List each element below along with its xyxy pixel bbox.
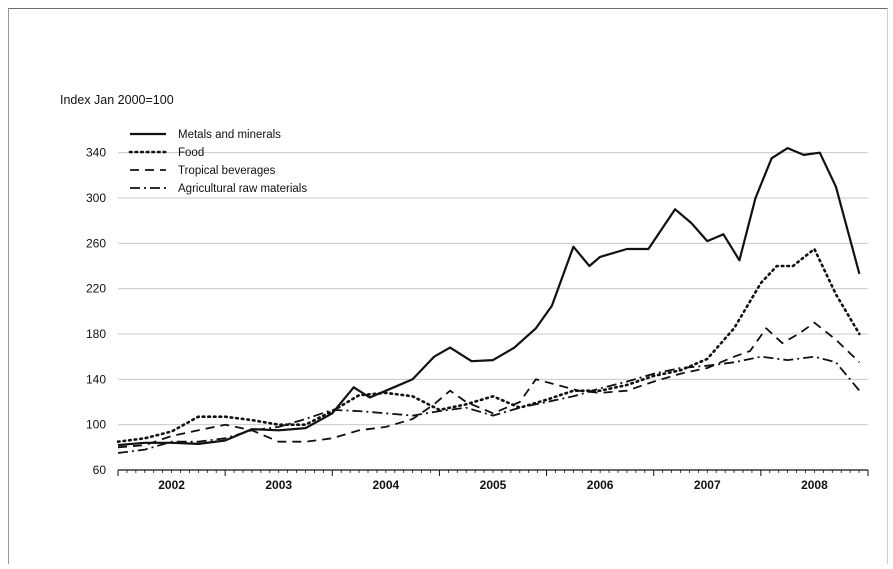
y-axis-label: Index Jan 2000=100 bbox=[60, 93, 174, 107]
legend: Metals and minerals Food Tropical beverage… bbox=[128, 129, 307, 195]
legend-label: Food bbox=[178, 147, 204, 159]
y-tick-label: 220 bbox=[86, 282, 106, 296]
series-line-metals-and-minerals bbox=[117, 147, 861, 447]
y-tick-label: 100 bbox=[86, 418, 106, 432]
series-line-tropical-beverages bbox=[117, 321, 861, 449]
x-tick-label: 2006 bbox=[587, 478, 614, 492]
x-tick-label: 2008 bbox=[801, 478, 828, 492]
legend-label: Tropical beverages bbox=[178, 165, 276, 177]
x-tick-label: 2003 bbox=[265, 478, 292, 492]
y-tick-label: 180 bbox=[86, 327, 106, 341]
y-tick-label: 340 bbox=[86, 146, 106, 160]
y-tick-label: 260 bbox=[86, 236, 106, 250]
y-axis: 60 100 140 180 220 260 300 340 bbox=[86, 146, 106, 477]
legend-label: Agricultural raw materials bbox=[178, 183, 307, 195]
x-tick-label: 2005 bbox=[480, 478, 507, 492]
y-tick-label: 60 bbox=[93, 463, 107, 477]
y-tick-label: 140 bbox=[86, 372, 106, 386]
series-line-food bbox=[116, 247, 861, 443]
series-line-agricultural-raw-materials bbox=[117, 355, 861, 454]
x-tick-label: 2004 bbox=[373, 478, 400, 492]
chart-frame bbox=[8, 8, 888, 564]
legend-label: Metals and minerals bbox=[178, 129, 281, 141]
x-tick-label: 2007 bbox=[694, 478, 721, 492]
series-lines bbox=[116, 147, 861, 454]
x-tick-label: 2002 bbox=[158, 478, 185, 492]
grid-lines bbox=[118, 152, 868, 426]
y-tick-label: 300 bbox=[86, 191, 106, 205]
x-axis: 2002 2003 2004 2005 2006 2007 2008 bbox=[117, 469, 869, 492]
